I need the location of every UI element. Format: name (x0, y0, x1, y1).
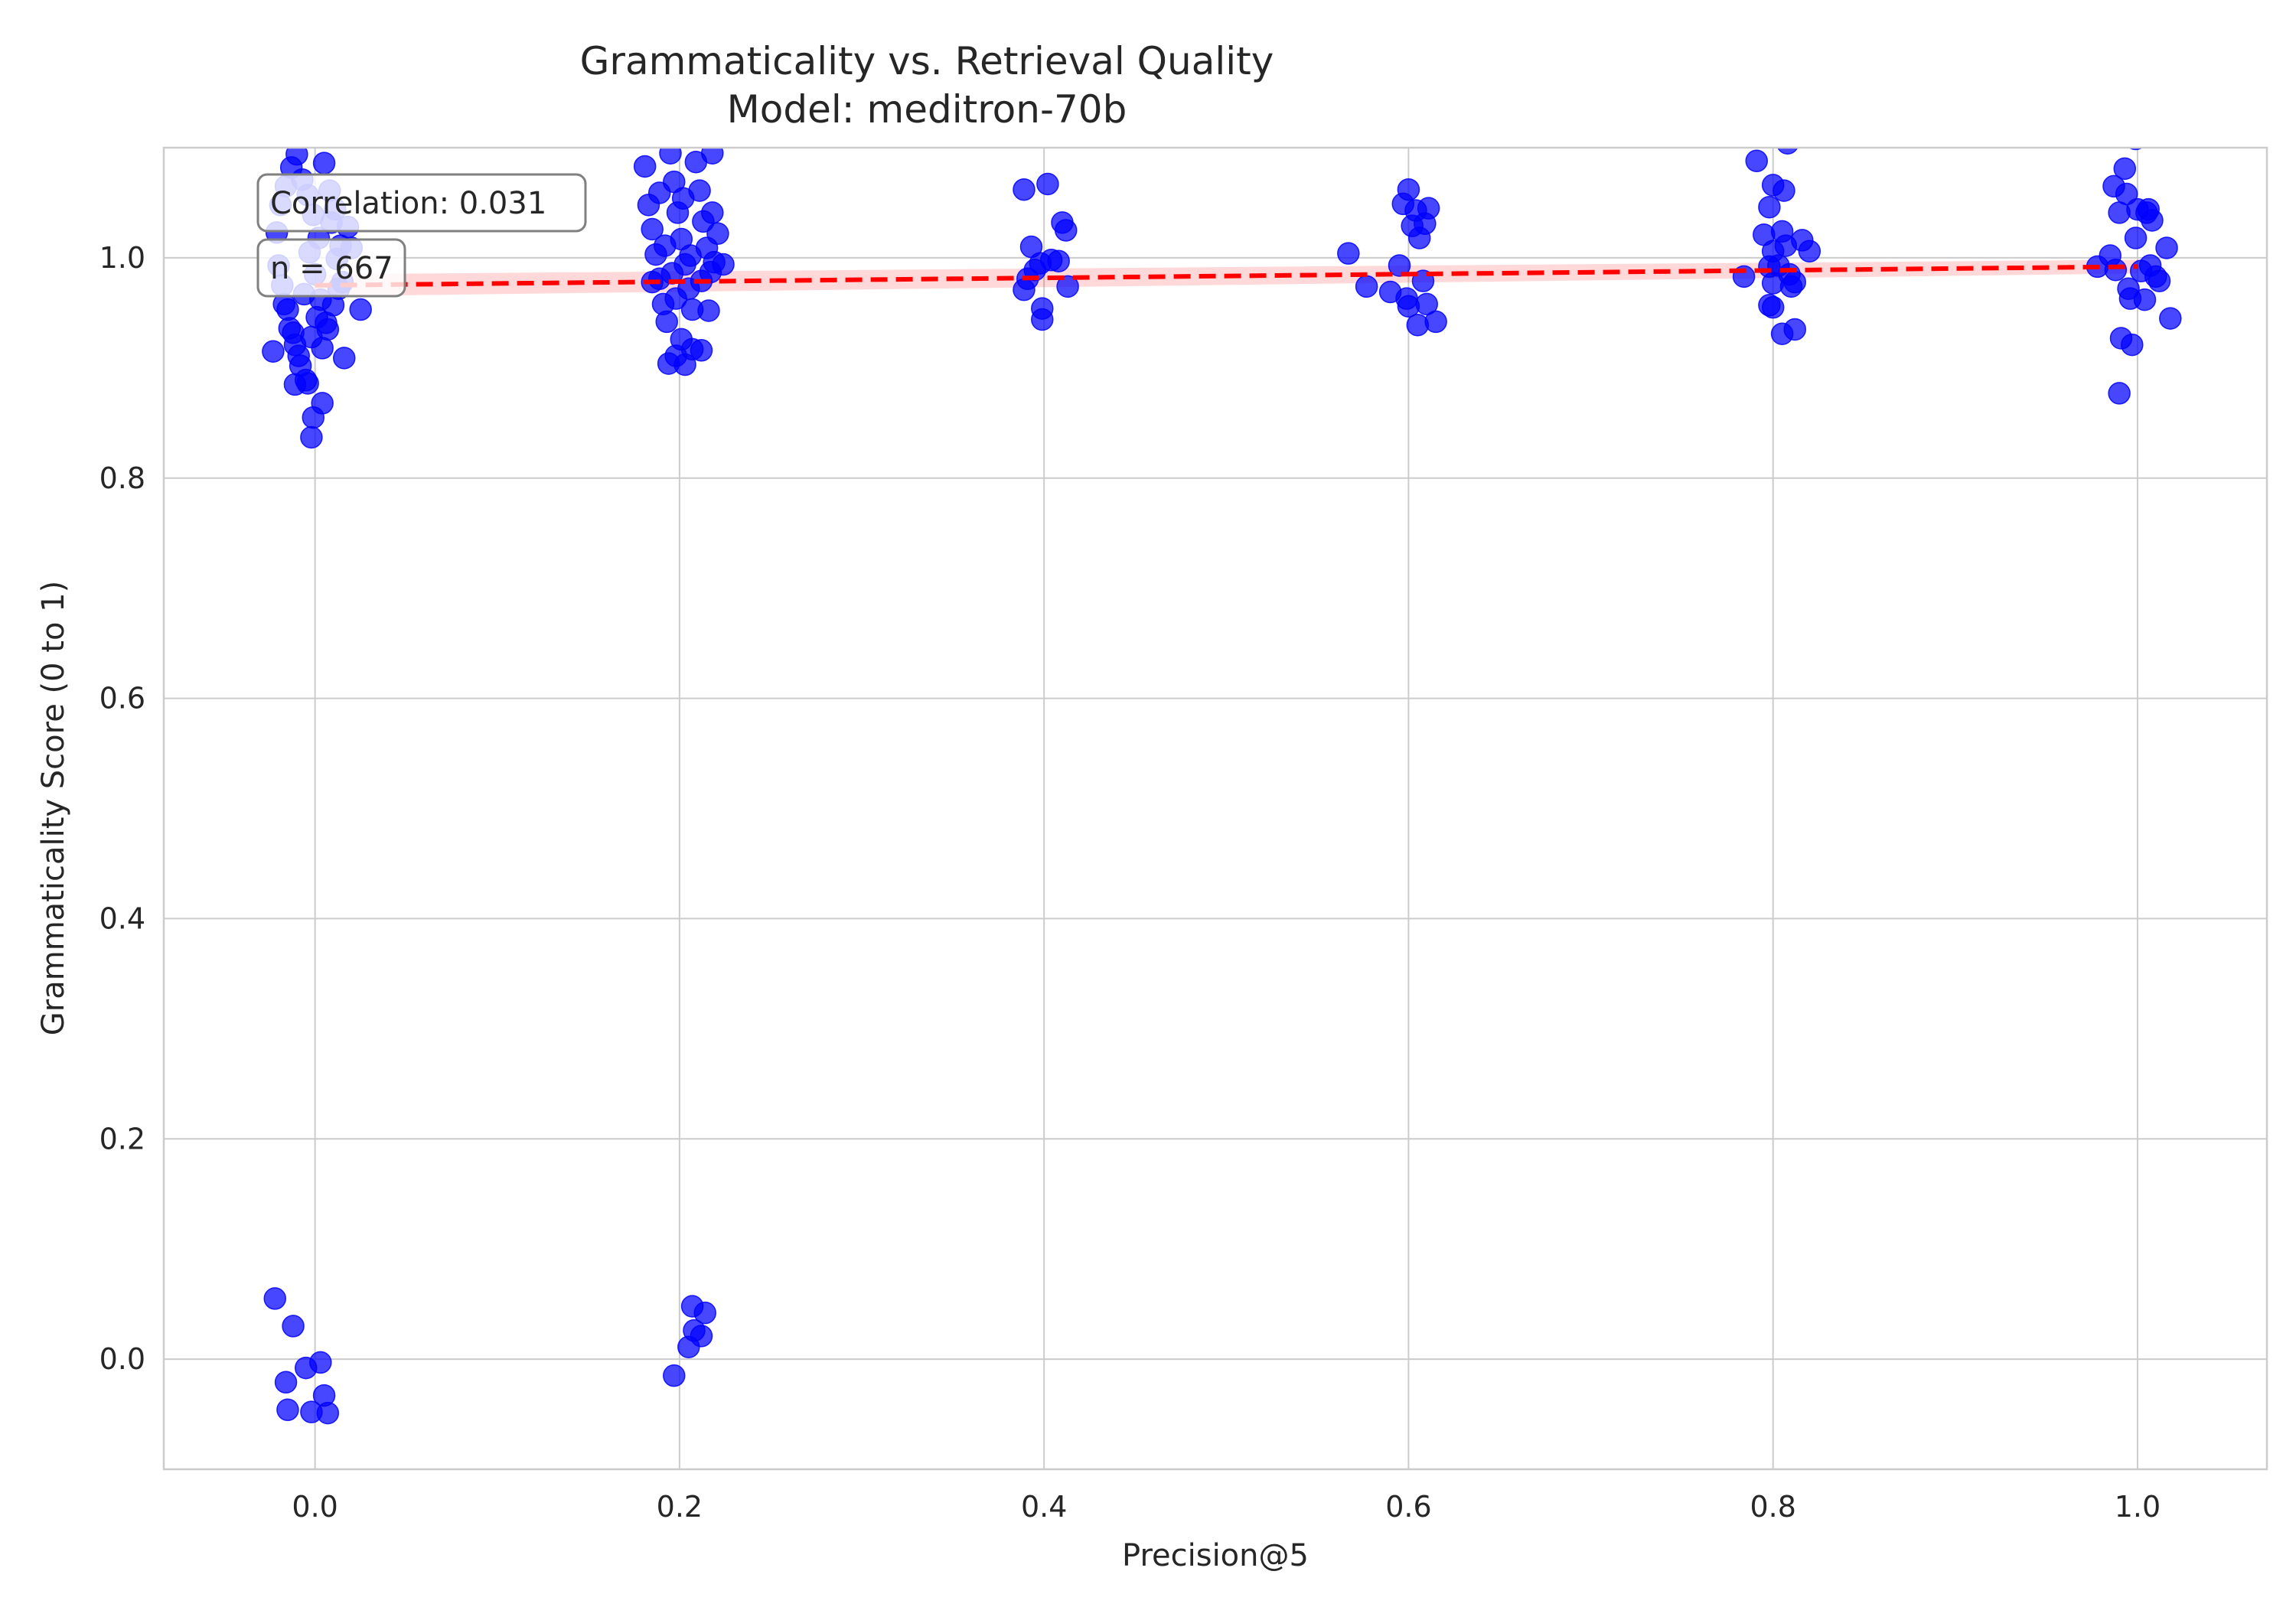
data-point (1783, 318, 1806, 341)
y-tick-label: 0.8 (99, 461, 145, 495)
plot-frame (162, 146, 2268, 1471)
data-point (2133, 288, 2157, 311)
grid (164, 148, 2267, 1469)
y-tick-label: 0.6 (99, 682, 145, 715)
data-point (316, 318, 340, 341)
data-point (663, 1364, 686, 1387)
data-point (677, 1335, 700, 1359)
data-point (690, 339, 713, 362)
data-point (316, 1401, 340, 1425)
data-point (1397, 178, 1420, 201)
data-point (309, 1351, 332, 1374)
data-point (1758, 255, 1781, 279)
data-point (2124, 227, 2148, 249)
data-point (1777, 148, 1799, 155)
x-tick-label: 0.6 (1385, 1490, 1431, 1524)
data-point (1031, 308, 1054, 331)
y-axis-label: Grammaticality Score (0 to 1) (36, 581, 71, 1035)
data-point (664, 287, 687, 310)
data-point (1783, 270, 1806, 294)
data-point (1047, 249, 1070, 272)
data-point (285, 148, 308, 166)
n-text: n = 667 (270, 251, 393, 286)
data-point (1417, 197, 1440, 220)
data-point (276, 1398, 299, 1422)
data-point (712, 253, 735, 276)
data-point (1023, 258, 1047, 282)
y-axis-ticks: 0.0 0.2 0.4 0.6 0.8 1.0 (99, 241, 145, 1376)
data-point (263, 1287, 287, 1310)
data-point (302, 406, 325, 429)
data-point (1054, 219, 1078, 242)
x-tick-label: 0.0 (292, 1490, 338, 1524)
data-point (1013, 178, 1035, 201)
data-point (1745, 149, 1768, 173)
y-tick-label: 0.0 (99, 1342, 145, 1376)
data-point (1773, 179, 1795, 202)
data-point (2148, 269, 2171, 292)
data-point (1798, 240, 1821, 263)
data-point (2155, 236, 2178, 259)
data-point (2141, 209, 2164, 232)
x-tick-label: 0.4 (1021, 1490, 1067, 1524)
data-point (701, 148, 724, 165)
data-point (262, 340, 285, 363)
data-point (1415, 292, 1438, 316)
data-point (647, 181, 671, 204)
correlation-annotation: Correlation: 0.031 (256, 173, 587, 233)
data-point (701, 201, 724, 224)
data-point (679, 244, 702, 267)
y-tick-label: 0.2 (99, 1122, 145, 1156)
data-point (641, 217, 664, 241)
data-point (312, 152, 336, 174)
data-point (1036, 172, 1059, 196)
correlation-text: Correlation: 0.031 (270, 186, 546, 221)
data-point (2104, 258, 2128, 282)
data-point (332, 347, 356, 370)
data-point (654, 234, 677, 257)
x-tick-label: 0.8 (1750, 1490, 1795, 1524)
data-point (1056, 275, 1079, 298)
y-tick-label: 1.0 (99, 241, 145, 275)
correlation-box (256, 173, 587, 233)
n-annotation: n = 667 (256, 238, 406, 298)
x-axis-ticks: 0.0 0.2 0.4 0.6 0.8 1.0 (292, 1490, 2161, 1524)
data-point (670, 328, 693, 351)
data-point (311, 337, 334, 360)
data-point (1758, 195, 1781, 219)
data-point (1013, 278, 1035, 302)
data-point (659, 148, 682, 165)
data-point (1761, 295, 1785, 319)
data-point (2108, 382, 2131, 405)
trend-line (315, 264, 2138, 288)
chart-title: Grammaticality vs. Retrieval Quality (580, 39, 1274, 83)
data-point (2115, 182, 2138, 206)
data-point (633, 155, 657, 178)
x-tick-label: 0.2 (657, 1490, 703, 1524)
x-axis-label: Precision@5 (1122, 1538, 1309, 1573)
x-tick-label: 1.0 (2115, 1490, 2161, 1524)
data-point (1337, 242, 1360, 265)
data-point (706, 222, 729, 246)
data-point (1388, 254, 1411, 277)
data-point (349, 298, 372, 321)
data-point (274, 1371, 298, 1394)
data-point (2113, 157, 2137, 181)
y-tick-label: 0.4 (99, 901, 145, 935)
data-point (300, 425, 323, 449)
data-point (2121, 333, 2144, 357)
data-point (693, 1301, 716, 1325)
data-point (1355, 275, 1378, 298)
data-point (655, 310, 678, 334)
data-point (671, 187, 695, 210)
trend-line-group (315, 264, 2138, 288)
data-point (1424, 310, 1447, 334)
n-box (256, 238, 406, 298)
chart-subtitle: Model: meditron-70b (727, 87, 1127, 132)
data-point (282, 1315, 305, 1338)
data-point (296, 372, 319, 395)
data-point (2159, 307, 2182, 330)
data-point (697, 299, 720, 322)
